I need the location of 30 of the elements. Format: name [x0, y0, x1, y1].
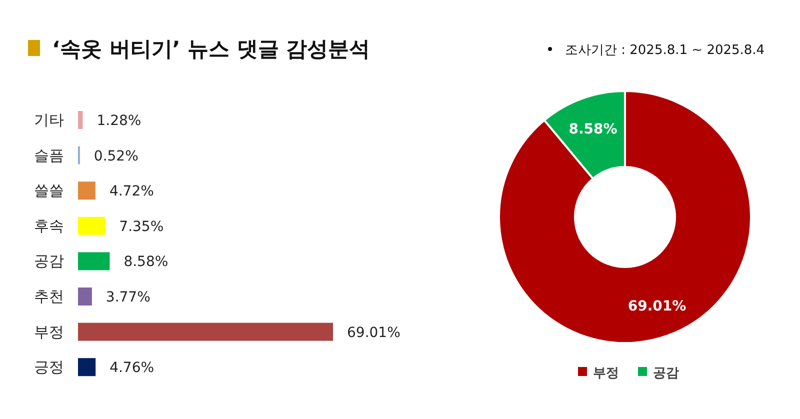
data-label: 4.72%: [109, 184, 154, 200]
donut-slice: [498, 90, 752, 344]
data-label: 7.35%: [119, 218, 164, 235]
bar: [78, 182, 96, 200]
data-label: 69.01%: [628, 298, 686, 314]
y-tick-label: 부정: [34, 322, 64, 341]
y-tick-label: 쓸쓸: [34, 182, 64, 200]
data-label: 3.77%: [106, 290, 150, 306]
bar: [78, 288, 92, 306]
data-label: 8.58%: [568, 122, 618, 138]
legend-label: 부정: [593, 366, 619, 381]
data-label: 4.76%: [110, 360, 154, 376]
y-tick-label: 기타: [34, 111, 64, 129]
data-label: 8.58%: [124, 254, 168, 270]
data-label: 1.28%: [96, 113, 142, 129]
chart-title: ‘속옷 버티기’ 뉴스 댓글 감성분석: [52, 37, 370, 61]
legend-label: 공감: [653, 366, 679, 381]
data-label: 69.01%: [347, 324, 400, 341]
y-tick-label: 긍정: [34, 358, 64, 376]
y-tick-label: 슬픔: [34, 146, 64, 164]
bar: [78, 322, 333, 341]
bar: [78, 216, 106, 235]
bar: [78, 252, 110, 270]
data-label: 0.52%: [94, 148, 138, 164]
bar: [78, 358, 96, 376]
y-tick-label: 후속: [34, 216, 64, 235]
text: 조사기간 : 2025.8.1 ~ 2025.8.4: [565, 43, 765, 58]
y-tick-label: 공감: [34, 252, 64, 270]
bar: [78, 111, 83, 129]
y-tick-label: 추천: [34, 288, 64, 306]
